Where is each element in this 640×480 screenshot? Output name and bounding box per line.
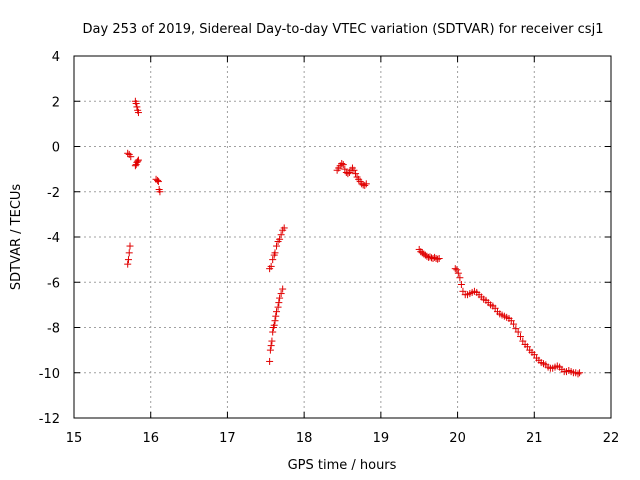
data-point: [514, 328, 522, 336]
data-point: [339, 161, 347, 169]
data-point: [131, 162, 139, 170]
data-point: [454, 269, 462, 277]
x-tick-label: 18: [296, 431, 313, 446]
x-tick-label: 15: [66, 431, 83, 446]
data-point: [453, 266, 461, 274]
data-point: [270, 321, 278, 329]
x-tick-label: 20: [449, 431, 466, 446]
data-point: [456, 274, 464, 282]
data-point: [126, 242, 134, 250]
data-point: [277, 231, 285, 239]
data-point: [154, 176, 162, 184]
x-tick-label: 19: [373, 431, 390, 446]
data-point: [133, 103, 141, 111]
data-point: [267, 262, 275, 270]
x-tick-label: 16: [142, 431, 159, 446]
data-point: [352, 170, 360, 178]
data-point: [125, 249, 133, 257]
data-point: [124, 256, 132, 264]
y-tick-label: 4: [52, 50, 60, 65]
data-point: [361, 181, 369, 189]
y-tick-label: -8: [47, 322, 60, 337]
x-axis-tick-labels: 15 16 17 18 19 20 21 22: [66, 431, 620, 446]
data-point: [271, 317, 279, 325]
x-tick-label: 22: [603, 431, 620, 446]
data-point: [132, 100, 140, 108]
data-point: [350, 166, 358, 174]
data-point: [269, 328, 277, 336]
data-point: [457, 281, 465, 289]
data-point: [279, 285, 287, 293]
data-point: [434, 255, 442, 263]
x-axis-label: GPS time / hours: [288, 458, 397, 473]
data-point: [451, 265, 459, 273]
data-point: [273, 308, 281, 316]
data-point: [341, 165, 349, 173]
data-point: [435, 254, 443, 262]
data-point: [338, 159, 346, 167]
data-point: [275, 299, 283, 307]
y-tick-label: -10: [39, 367, 60, 382]
data-point: [154, 178, 162, 186]
data-point: [134, 109, 142, 117]
data-point: [134, 157, 142, 165]
data-point: [267, 342, 275, 350]
data-point: [272, 312, 280, 320]
y-axis-label: SDTVAR / TECUs: [9, 184, 24, 291]
data-point: [266, 357, 274, 365]
x-tick-label: 21: [526, 431, 543, 446]
data-point: [124, 149, 132, 157]
data-point: [271, 249, 279, 257]
data-point: [269, 256, 277, 264]
axis-ticks: [73, 55, 612, 419]
data-point: [280, 224, 288, 232]
data-points: [124, 97, 584, 378]
y-axis-tick-labels: 4 2 0 -2 -4 -6 -8 -10 -12: [39, 50, 60, 427]
data-point: [134, 156, 142, 164]
data-point: [277, 290, 285, 298]
x-tick-label: 17: [219, 431, 236, 446]
chart-title: Day 253 of 2019, Sidereal Day-to-day VTE…: [83, 22, 604, 37]
y-tick-label: -12: [39, 412, 60, 427]
data-point: [516, 333, 524, 341]
data-point: [576, 369, 584, 377]
data-point: [273, 242, 281, 250]
y-tick-label: -4: [47, 231, 60, 246]
data-point: [574, 370, 582, 378]
y-tick-label: -2: [47, 186, 60, 201]
grid-lines: [74, 56, 611, 418]
data-point: [268, 337, 276, 345]
data-point: [362, 180, 370, 188]
data-point: [274, 303, 282, 311]
data-point: [266, 346, 274, 354]
data-point: [127, 153, 135, 161]
data-point: [423, 252, 431, 260]
data-point: [276, 235, 284, 243]
data-point: [124, 260, 132, 268]
data-point: [510, 320, 518, 328]
y-tick-label: -6: [47, 276, 60, 291]
data-point: [276, 294, 284, 302]
data-point: [431, 253, 439, 261]
data-point: [156, 188, 164, 196]
y-tick-label: 2: [52, 95, 60, 110]
data-point: [344, 170, 352, 178]
y-tick-label: 0: [52, 141, 60, 156]
